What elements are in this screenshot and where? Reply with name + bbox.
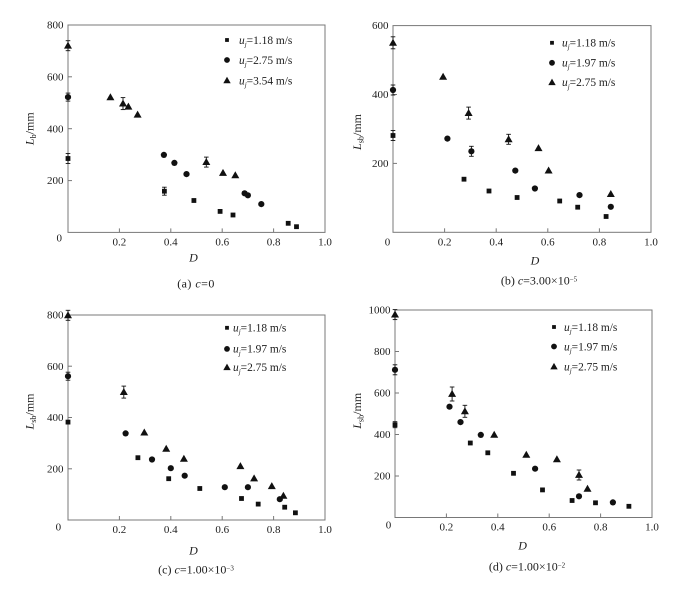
svg-text:1.0: 1.0 — [644, 237, 658, 249]
svg-text:uj=3.54 m/s: uj=3.54 m/s — [239, 75, 293, 89]
svg-text:600: 600 — [47, 71, 64, 83]
svg-text:(c) c=1.00×10−3: (c) c=1.00×10−3 — [158, 563, 234, 577]
svg-text:uj=1.97 m/s: uj=1.97 m/s — [233, 344, 287, 358]
svg-text:Lb/mm: Lb/mm — [23, 112, 38, 146]
svg-text:D: D — [517, 539, 527, 553]
svg-text:0.6: 0.6 — [215, 524, 229, 536]
svg-text:uj=2.75 m/s: uj=2.75 m/s — [564, 362, 618, 376]
svg-text:uj=1.18 m/s: uj=1.18 m/s — [564, 322, 618, 336]
svg-text:1.0: 1.0 — [318, 237, 332, 249]
svg-text:uj=1.97 m/s: uj=1.97 m/s — [562, 58, 616, 72]
svg-text:0.8: 0.8 — [593, 237, 607, 249]
svg-text:D: D — [188, 544, 198, 558]
svg-text:0.8: 0.8 — [267, 524, 281, 536]
svg-text:uj=1.18 m/s: uj=1.18 m/s — [239, 35, 293, 49]
svg-text:0.2: 0.2 — [440, 522, 454, 534]
svg-text:0.8: 0.8 — [594, 522, 608, 534]
svg-text:(a) c=0: (a) c=0 — [177, 277, 215, 291]
svg-text:0.4: 0.4 — [164, 237, 178, 249]
svg-text:600: 600 — [374, 388, 391, 400]
svg-text:(d) c=1.00×10−2: (d) c=1.00×10−2 — [489, 560, 566, 574]
svg-text:0: 0 — [57, 233, 63, 245]
svg-text:0.6: 0.6 — [541, 237, 555, 249]
svg-text:200: 200 — [47, 463, 64, 475]
svg-text:0.2: 0.2 — [438, 237, 452, 249]
svg-text:0.4: 0.4 — [489, 237, 503, 249]
svg-text:200: 200 — [47, 175, 64, 187]
svg-text:600: 600 — [47, 361, 64, 373]
svg-text:200: 200 — [372, 158, 389, 170]
svg-text:800: 800 — [47, 310, 64, 322]
svg-text:Lsb/mm: Lsb/mm — [350, 113, 365, 151]
svg-text:uj=1.18 m/s: uj=1.18 m/s — [562, 38, 616, 52]
svg-text:1.0: 1.0 — [318, 524, 332, 536]
svg-text:200: 200 — [374, 471, 391, 483]
svg-text:1.0: 1.0 — [645, 522, 659, 534]
svg-text:0.2: 0.2 — [113, 237, 127, 249]
svg-text:(b) c=3.00×10−5: (b) c=3.00×10−5 — [501, 274, 578, 288]
svg-text:0.8: 0.8 — [267, 237, 281, 249]
svg-text:800: 800 — [374, 346, 391, 358]
svg-text:Lsb/mm: Lsb/mm — [350, 392, 365, 430]
svg-text:0.6: 0.6 — [215, 237, 229, 249]
svg-text:400: 400 — [372, 89, 389, 101]
svg-text:D: D — [530, 254, 540, 268]
svg-text:0.2: 0.2 — [113, 524, 127, 536]
svg-text:600: 600 — [372, 20, 389, 32]
svg-text:uj=2.75 m/s: uj=2.75 m/s — [233, 362, 287, 376]
svg-text:0.4: 0.4 — [491, 522, 505, 534]
svg-text:1000: 1000 — [369, 305, 392, 317]
svg-text:0: 0 — [385, 237, 391, 249]
svg-text:Lsb/mm: Lsb/mm — [23, 393, 38, 431]
svg-text:0: 0 — [386, 520, 392, 532]
svg-text:400: 400 — [47, 123, 64, 135]
svg-text:0.6: 0.6 — [542, 522, 556, 534]
svg-text:0.4: 0.4 — [164, 524, 178, 536]
svg-text:uj=2.75 m/s: uj=2.75 m/s — [239, 55, 293, 69]
svg-text:uj=1.97 m/s: uj=1.97 m/s — [564, 341, 618, 355]
svg-text:uj=1.18 m/s: uj=1.18 m/s — [233, 323, 287, 337]
svg-text:D: D — [188, 251, 198, 265]
svg-text:uj=2.75 m/s: uj=2.75 m/s — [562, 77, 616, 91]
svg-text:400: 400 — [47, 412, 64, 424]
svg-text:400: 400 — [374, 429, 391, 441]
svg-text:800: 800 — [47, 20, 64, 32]
svg-text:0: 0 — [56, 522, 62, 534]
